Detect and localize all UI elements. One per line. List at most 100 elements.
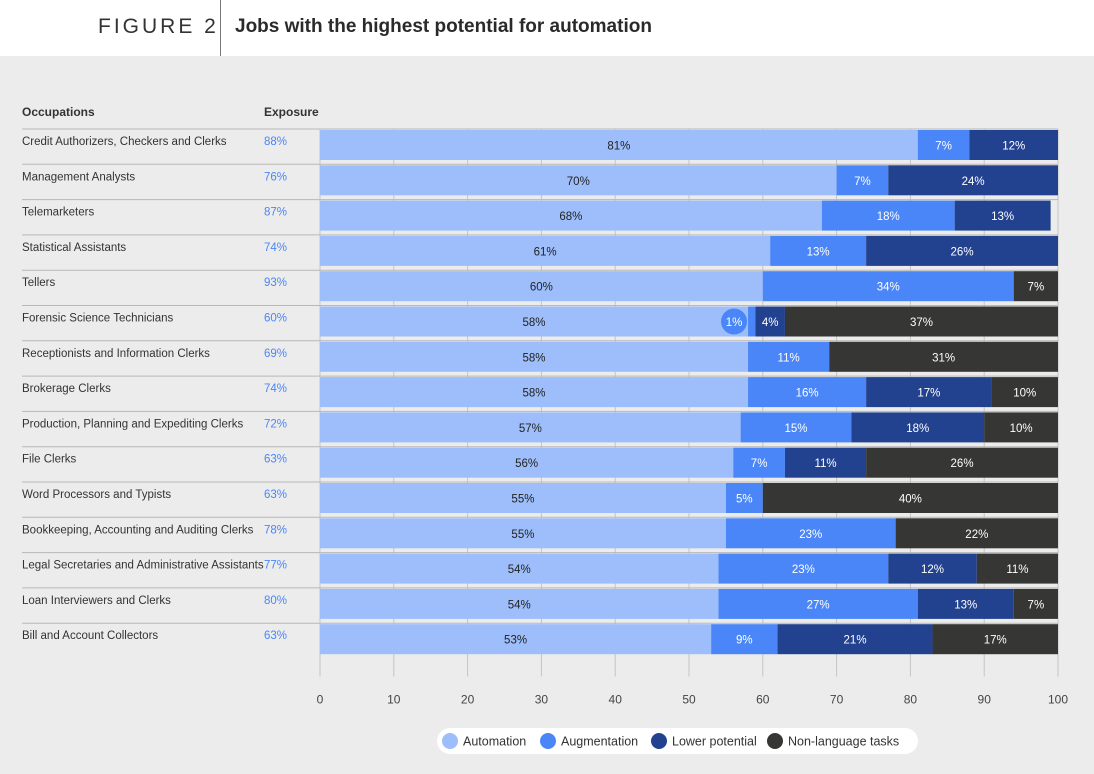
bar-augmentation	[748, 341, 830, 372]
bar-augmentation	[821, 200, 955, 231]
data-label: 11%	[814, 458, 836, 470]
data-label: 40%	[899, 494, 922, 506]
occupation-label: Management Analysts	[22, 171, 135, 183]
bar-non-language-tasks	[866, 447, 1058, 478]
bar-augmentation	[748, 306, 756, 337]
bar-lower-potential	[866, 235, 1058, 266]
data-label: 37%	[910, 317, 933, 329]
data-label: 70%	[567, 176, 590, 188]
bar-non-language-tasks	[932, 624, 1058, 655]
table-row: Tellers 93% 60% 34% 7%	[22, 269, 1058, 302]
data-label: 27%	[807, 599, 830, 611]
bar-non-language-tasks	[784, 306, 1058, 337]
bar-lower-potential	[969, 130, 1058, 160]
data-label: 55%	[511, 529, 534, 541]
bar-augmentation	[836, 165, 889, 196]
bar-automation	[320, 483, 726, 513]
table-row: Word Processors and Typists 63% 55% 5% 40%	[22, 481, 1058, 513]
exposure-value: 87%	[264, 207, 287, 219]
bar-lower-potential	[954, 200, 1051, 231]
bar-non-language-tasks	[895, 518, 1058, 549]
bar-lower-potential	[851, 412, 985, 443]
data-label: 7%	[854, 176, 871, 188]
data-label: 5%	[736, 494, 753, 506]
occupation-label: Production, Planning and Expediting Cler…	[22, 418, 243, 430]
data-label: 58%	[523, 317, 546, 329]
bar-augmentation	[725, 483, 763, 513]
data-label: 13%	[954, 599, 977, 611]
occupation-label: Forensic Science Technicians	[22, 313, 174, 325]
bar-automation	[320, 412, 741, 443]
bar-augmentation	[740, 412, 852, 443]
data-label: 13%	[991, 211, 1014, 223]
bar-automation	[320, 377, 749, 408]
bar-automation	[320, 130, 918, 160]
bar-automation	[320, 624, 712, 655]
occupation-label: Credit Authorizers, Checkers and Clerks	[22, 136, 227, 148]
exposure-value: 74%	[264, 242, 287, 254]
table-row: Bookkeeping, Accounting and Auditing Cle…	[22, 516, 1058, 549]
bar-automation	[320, 306, 749, 337]
legend-swatch	[442, 733, 458, 749]
data-label: 17%	[917, 388, 940, 400]
bar-automation	[320, 588, 719, 619]
data-label: 11%	[778, 352, 800, 364]
bar-augmentation	[748, 377, 867, 408]
table-row: Production, Planning and Expediting Cler…	[22, 410, 1058, 443]
data-label: 22%	[965, 529, 988, 541]
data-label: 7%	[1028, 599, 1045, 611]
data-label: 13%	[807, 246, 830, 258]
bar-augmentation	[718, 553, 889, 584]
table-row: Loan Interviewers and Clerks 80% 54% 27% 13%…	[22, 587, 1058, 619]
figure-header: FIGURE 2 Jobs with the highest potential…	[0, 0, 1094, 56]
table-row: Telemarketers 87% 68% 18% 13%	[22, 199, 1058, 231]
bar-automation	[320, 518, 726, 549]
data-label: 23%	[799, 529, 822, 541]
data-label: 58%	[523, 388, 546, 400]
legend-background	[437, 728, 918, 754]
occupations-header: Occupations	[22, 105, 95, 119]
data-label: 16%	[796, 388, 819, 400]
exposure-value: 63%	[264, 454, 287, 466]
data-label: 10%	[1013, 388, 1036, 400]
exposure-value: 63%	[264, 630, 287, 642]
exposure-value: 74%	[264, 383, 287, 395]
exposure-value: 72%	[264, 418, 287, 430]
bar-non-language-tasks	[829, 341, 1058, 372]
bar-automation	[320, 271, 763, 302]
exposure-value: 60%	[264, 313, 287, 325]
legend-swatch	[767, 733, 783, 749]
bar-non-language-tasks	[976, 553, 1058, 584]
occupation-label: Word Processors and Typists	[22, 489, 171, 501]
occupation-label: Receptionists and Information Clerks	[22, 348, 210, 360]
bar-non-language-tasks	[1013, 271, 1058, 302]
bar-lower-potential	[888, 553, 977, 584]
x-tick-label: 90	[978, 693, 992, 707]
data-label: 31%	[932, 352, 955, 364]
bar-automation	[320, 341, 749, 372]
bar-augmentation	[718, 588, 918, 619]
legend-swatch	[540, 733, 556, 749]
x-tick-label: 30	[535, 693, 549, 707]
bar-non-language-tasks	[984, 412, 1058, 443]
data-label: 18%	[906, 423, 929, 435]
data-label: 81%	[607, 141, 630, 153]
bar-lower-potential	[777, 624, 933, 655]
data-label: 1%	[726, 317, 743, 329]
legend: Automation Augmentation Lower potential Non…	[437, 728, 918, 754]
data-label: 12%	[1002, 141, 1025, 153]
bar-automation	[320, 200, 822, 231]
bar-augmentation	[711, 624, 778, 655]
bar-non-language-tasks	[1013, 588, 1058, 619]
legend-label: Augmentation	[561, 735, 638, 749]
data-label: 53%	[504, 635, 527, 647]
data-label: 7%	[935, 141, 952, 153]
occupation-label: Tellers	[22, 277, 55, 289]
data-label: 15%	[784, 423, 807, 435]
bar-lower-potential	[888, 165, 1058, 196]
table-row: Credit Authorizers, Checkers and Clerks 8…	[22, 128, 1058, 160]
data-label: 26%	[951, 458, 974, 470]
data-label: 23%	[792, 564, 815, 576]
data-label: 17%	[984, 635, 1007, 647]
data-label: 7%	[1028, 282, 1045, 294]
